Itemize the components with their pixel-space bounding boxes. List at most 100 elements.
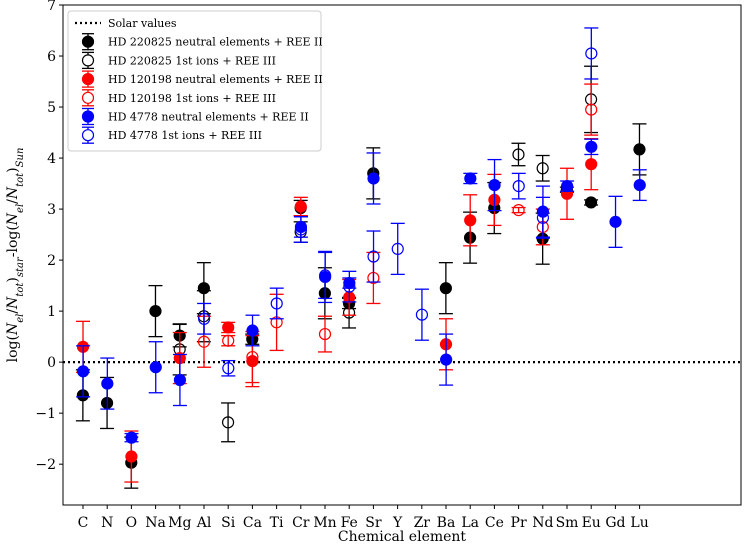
marker [77,365,90,378]
x-tick-label: Mn [313,515,336,531]
marker [222,321,235,334]
x-tick-label: Ti [270,515,284,531]
data-point [124,431,139,444]
marker [415,308,429,321]
marker [440,353,453,366]
x-tick-label: Cr [292,515,310,531]
axes [62,4,742,506]
marker [246,324,259,337]
y-tick-label: 4 [47,151,56,167]
data-point [100,357,115,410]
marker [318,327,332,341]
marker [294,223,308,236]
marker [319,269,332,282]
marker [125,431,138,444]
data-point [511,204,526,217]
data-point [197,302,212,335]
data-point [487,158,502,212]
data-point [560,180,575,193]
x-tick-label: Ba [437,515,456,531]
marker [464,172,477,185]
marker [294,200,307,213]
marker [246,350,259,364]
legend-item: HD 220825 neutral elements + REE II [81,33,323,51]
legend-item: HD 4778 1st ions + REE III [81,126,262,144]
marker [512,148,525,161]
x-tick-label: Fe [341,515,358,531]
data-point [221,359,236,377]
y-tick-label: −2 [35,457,56,473]
x-tick-label: Lu [630,515,648,531]
y-tick-label: 6 [47,49,56,65]
legend-label: HD 4778 neutral elements + REE II [108,111,309,124]
legend-marker [81,110,95,123]
marker [536,211,550,224]
data-point [172,353,187,407]
data-point [221,402,236,443]
marker [512,204,525,217]
legend-label: HD 120198 1st ions + REE III [108,92,276,105]
data-point [511,172,526,200]
legend-marker [81,72,95,86]
marker [585,103,598,116]
data-point [366,152,381,205]
marker [439,282,452,295]
legend-box [67,10,322,152]
x-tick-label: Gd [605,515,625,531]
data-point [148,284,163,338]
data-point [366,230,381,283]
data-point [632,169,647,202]
marker [367,172,380,185]
data-point [584,138,599,156]
data-point [560,167,574,220]
marker [512,180,525,193]
data-point [76,345,91,398]
marker [270,297,283,310]
plot-content [63,27,741,489]
x-tick-label: Y [392,515,403,531]
data-point [148,341,163,394]
x-tick-label: Nd [532,515,553,531]
marker [222,362,235,375]
data-point [535,196,550,239]
marker [609,215,622,228]
x-tick-label: N [101,515,113,531]
x-axis-title: Chemical element [338,529,467,545]
data-point [584,196,599,209]
legend-marker [81,129,95,142]
marker [391,242,404,255]
data-point [318,315,332,353]
data-point [511,142,526,167]
y-axis-title: log(Nel/Ntot)star-log(Nel/Ntot)Sun [5,148,26,363]
x-tick-label: Si [221,515,236,531]
x-tick-label: C [78,515,89,531]
marker [488,179,501,192]
legend-label: HD 220825 neutral elements + REE II [108,36,323,49]
data-point [269,287,284,320]
marker [125,450,138,463]
x-tick-label: Zr [414,515,431,531]
data-point [245,314,260,347]
y-tick-label: 5 [47,100,56,116]
x-axis-ticks: C N O Na Mg Al Si Ca Ti Cr Mn Fe Sr Y Zr Ba La Ce Pr Nd Sm Eu… [78,505,649,531]
marker [343,280,356,293]
legend-marker [81,35,95,48]
x-tick-label: Ca [243,515,262,531]
data-point [293,196,308,217]
marker [149,361,162,374]
marker [101,377,114,390]
marker [173,373,187,387]
data-point [463,172,478,185]
x-tick-label: Eu [582,515,601,531]
legend-item: HD 120198 1st ions + REE III [81,89,276,107]
legend-item: HD 4778 neutral elements + REE II [81,107,309,126]
marker [464,214,477,227]
x-tick-label: Al [196,515,212,531]
marker [221,416,235,429]
marker [198,312,211,325]
data-point [439,333,454,386]
data-point [342,270,357,303]
data-point [221,334,236,347]
y-axis-ticks: −2 −1 0 1 2 3 4 5 6 7 [35,0,63,473]
